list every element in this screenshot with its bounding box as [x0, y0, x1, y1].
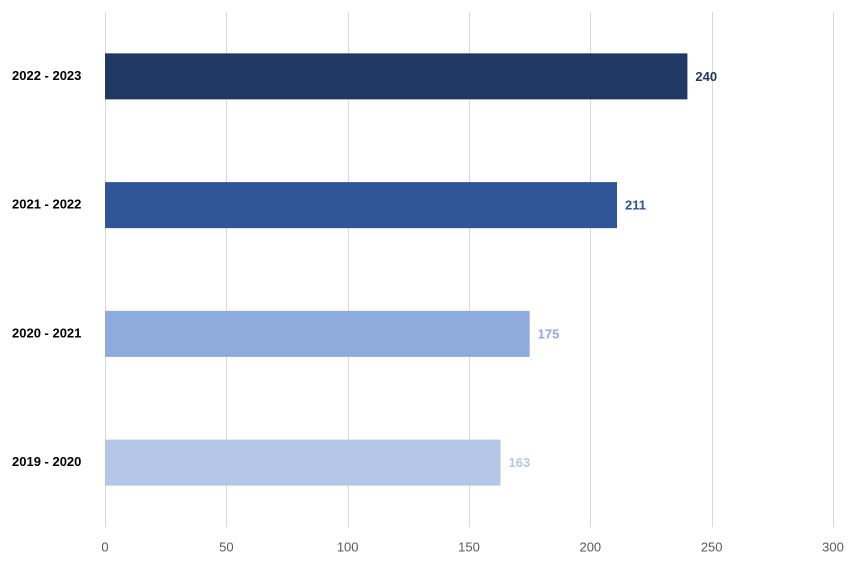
- category-labels: 2022 - 2023 2021 - 2022 2020 - 2021 2019 - …: [12, 68, 81, 469]
- category-label-1: 2022 - 2023: [12, 68, 81, 83]
- category-label-3: 2020 - 2021: [12, 325, 81, 340]
- data-labels: 240 211 175 163: [509, 69, 718, 470]
- x-tick-label-100: 100: [337, 539, 359, 554]
- x-tick-label-250: 250: [701, 539, 723, 554]
- bar-1: [105, 53, 688, 100]
- bar-4: [105, 439, 501, 486]
- x-tick-label-150: 150: [458, 539, 480, 554]
- bars: [105, 53, 688, 486]
- x-tick-label-300: 300: [822, 539, 844, 554]
- x-tick-label-50: 50: [219, 539, 233, 554]
- x-axis-tick-labels: 0 50 100 150 200 250 300: [101, 539, 843, 554]
- bar-3: [105, 310, 530, 357]
- data-label-3: 175: [538, 326, 560, 341]
- x-tick-label-200: 200: [579, 539, 601, 554]
- data-label-2: 211: [625, 198, 646, 213]
- category-label-4: 2019 - 2020: [12, 454, 81, 469]
- data-label-1: 240: [695, 69, 717, 84]
- category-label-2: 2021 - 2022: [12, 197, 81, 212]
- data-label-4: 163: [509, 455, 531, 470]
- bar-2: [105, 182, 618, 229]
- x-tick-label-0: 0: [101, 539, 108, 554]
